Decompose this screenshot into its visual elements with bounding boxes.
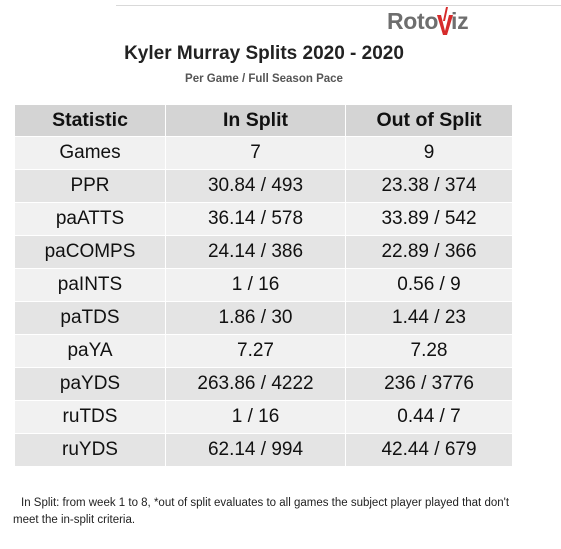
out-of-split-cell: 33.89 / 542 <box>345 202 513 236</box>
table-row: paCOMPS 24.14 / 386 22.89 / 366 <box>14 235 513 269</box>
top-divider <box>116 5 561 6</box>
table-row: paYA 7.27 7.28 <box>14 334 513 368</box>
footnote: In Split: from week 1 to 8, *out of spli… <box>13 497 510 526</box>
stat-name-cell: ruYDS <box>14 433 166 467</box>
page-title: Kyler Murray Splits 2020 - 2020 <box>124 43 404 64</box>
header-statistic: Statistic <box>14 104 166 137</box>
in-split-cell: 1.86 / 30 <box>165 301 346 335</box>
out-of-split-cell: 7.28 <box>345 334 513 368</box>
table-row: paTDS 1.86 / 30 1.44 / 23 <box>14 301 513 335</box>
table-row: ruYDS 62.14 / 994 42.44 / 679 <box>14 433 513 467</box>
out-of-split-cell: 1.44 / 23 <box>345 301 513 335</box>
stat-name-cell: paCOMPS <box>14 235 166 269</box>
in-split-cell: 7.27 <box>165 334 346 368</box>
in-split-cell: 36.14 / 578 <box>165 202 346 236</box>
out-of-split-cell: 0.56 / 9 <box>345 268 513 302</box>
in-split-cell: 7 <box>165 136 346 170</box>
logo-text-right: iz <box>451 8 469 34</box>
out-of-split-cell: 0.44 / 7 <box>345 400 513 434</box>
stat-name-cell: Games <box>14 136 166 170</box>
table-row: paYDS 263.86 / 4222 236 / 3776 <box>14 367 513 401</box>
table-row: paATTS 36.14 / 578 33.89 / 542 <box>14 202 513 236</box>
out-of-split-cell: 42.44 / 679 <box>345 433 513 467</box>
table-row: ruTDS 1 / 16 0.44 / 7 <box>14 400 513 434</box>
in-split-cell: 30.84 / 493 <box>165 169 346 203</box>
stat-name-cell: PPR <box>14 169 166 203</box>
table-row: PPR 30.84 / 493 23.38 / 374 <box>14 169 513 203</box>
in-split-cell: 263.86 / 4222 <box>165 367 346 401</box>
in-split-cell: 62.14 / 994 <box>165 433 346 467</box>
header-in-split: In Split <box>165 104 346 137</box>
logo-text-left: Roto <box>387 8 439 34</box>
out-of-split-cell: 22.89 / 366 <box>345 235 513 269</box>
page-subtitle: Per Game / Full Season Pace <box>185 73 343 85</box>
in-split-cell: 1 / 16 <box>165 400 346 434</box>
stat-name-cell: paATTS <box>14 202 166 236</box>
stat-name-cell: ruTDS <box>14 400 166 434</box>
out-of-split-cell: 23.38 / 374 <box>345 169 513 203</box>
out-of-split-cell: 9 <box>345 136 513 170</box>
out-of-split-cell: 236 / 3776 <box>345 367 513 401</box>
table-header-row: Statistic In Split Out of Split <box>14 104 513 137</box>
header-out-of-split: Out of Split <box>345 104 513 137</box>
table-row: paINTS 1 / 16 0.56 / 9 <box>14 268 513 302</box>
in-split-cell: 1 / 16 <box>165 268 346 302</box>
rotoviz-logo: Roto iz <box>387 5 491 41</box>
stat-name-cell: paYDS <box>14 367 166 401</box>
stat-name-cell: paTDS <box>14 301 166 335</box>
splits-table: Statistic In Split Out of Split Games 7 … <box>14 104 513 467</box>
stat-name-cell: paYA <box>14 334 166 368</box>
table-row: Games 7 9 <box>14 136 513 170</box>
logo-v-icon <box>437 7 453 35</box>
stat-name-cell: paINTS <box>14 268 166 302</box>
in-split-cell: 24.14 / 386 <box>165 235 346 269</box>
